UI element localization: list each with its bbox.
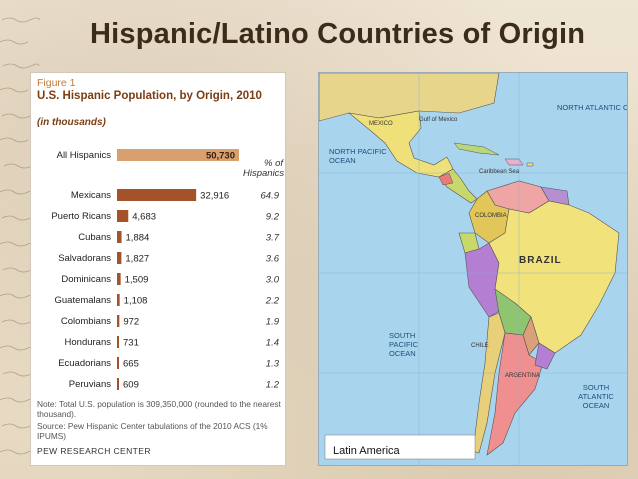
value-label: 731: [123, 338, 139, 349]
category-label: Cubans: [78, 232, 111, 243]
percent-label: 9.2: [266, 212, 280, 223]
figure-note: Note: Total U.S. population is 309,350,0…: [37, 399, 281, 419]
bar-chart: All Hispanics 50,730 Mexicans 32,916 64.9 Pue…: [51, 149, 280, 391]
value-label: 1,884: [126, 233, 150, 244]
figure-subtitle: (in thousands): [37, 117, 106, 128]
bar: [117, 149, 239, 161]
category-label: Hondurans: [65, 337, 112, 348]
value-label: 1,827: [125, 254, 149, 265]
value-label: 50,730: [206, 151, 235, 162]
south-pacific-label: SOUTH PACIFIC OCEAN: [389, 331, 419, 358]
mexico-land: [347, 110, 454, 178]
north-atlantic-label: NORTH ATLANTIC OCEAN: [557, 103, 627, 112]
value-label: 4,683: [132, 212, 156, 223]
category-label: Puerto Ricans: [51, 211, 111, 222]
bar: [117, 189, 197, 201]
value-label: 609: [123, 380, 139, 391]
percent-label: 2.2: [265, 296, 280, 307]
percent-label: 3.6: [266, 254, 280, 265]
guatemala-land: [438, 172, 454, 186]
map-shapes: [319, 73, 627, 465]
percent-label: 1.2: [266, 380, 280, 391]
bar: [117, 378, 119, 390]
value-label: 972: [123, 317, 139, 328]
graticule: [319, 73, 627, 465]
bar: [117, 252, 122, 264]
bar: [117, 210, 129, 222]
figure-source: Source: Pew Hispanic Center tabulations …: [37, 421, 268, 441]
percent-label: 3.0: [266, 275, 280, 286]
category-label: All Hispanics: [57, 150, 112, 161]
percent-label: 3.7: [266, 233, 280, 244]
south-atlantic-label: SOUTH ATLANTIC OCEAN: [578, 383, 614, 410]
value-label: 1,108: [124, 296, 148, 307]
argentina-label: ARGENTINA: [505, 373, 541, 379]
map-title: Latin America: [333, 445, 400, 457]
bar: [117, 315, 120, 327]
category-label: Peruvians: [69, 379, 111, 390]
figure-label: Figure 1: [37, 77, 76, 89]
colombia-label: COLOMBIA: [475, 213, 507, 219]
category-label: Salvadorans: [58, 253, 111, 264]
brazil-label: BRAZIL: [519, 255, 562, 266]
bar: [117, 294, 120, 306]
caribbean-label: Caribbean Sea: [479, 169, 520, 175]
argentina-land: [486, 332, 544, 456]
figure-title: U.S. Hispanic Population, by Origin, 201…: [37, 90, 262, 102]
percent-label: 64.9: [261, 191, 280, 202]
uruguay-land: [534, 342, 556, 370]
chile-label: CHILE: [471, 343, 489, 349]
percent-label: 1.3: [266, 359, 280, 370]
central-america-land: [438, 168, 478, 204]
category-label: Dominicans: [61, 274, 111, 285]
bar: [117, 336, 119, 348]
puerto-rico-land: [526, 162, 534, 167]
percent-label: 1.4: [266, 338, 279, 349]
category-label: Mexicans: [71, 190, 111, 201]
hispaniola-land: [504, 158, 524, 166]
percent-header: % of Hispanics: [243, 158, 285, 179]
figure-panel: Figure 1 U.S. Hispanic Population, by Or…: [30, 72, 286, 466]
value-label: 1,509: [125, 275, 149, 286]
slide-title: Hispanic/Latino Countries of Origin: [90, 18, 586, 50]
mexico-label: MEXICO: [369, 121, 393, 127]
pew-brand: PEW RESEARCH CENTER: [37, 446, 151, 456]
category-label: Ecuadorians: [58, 358, 111, 369]
value-label: 32,916: [200, 191, 229, 202]
category-label: Guatemalans: [54, 295, 111, 306]
bar: [117, 273, 121, 285]
latin-america-map: NORTH ATLANTIC OCEAN NORTH PACIFIC OCEAN…: [318, 72, 628, 466]
gulf-label: Gulf of Mexico: [419, 117, 458, 123]
value-label: 665: [123, 359, 139, 370]
chile-land: [472, 312, 506, 454]
cuba-land: [453, 142, 500, 156]
bar: [117, 231, 122, 243]
bar: [117, 357, 119, 369]
north-pacific-label: NORTH PACIFIC OCEAN: [329, 147, 387, 165]
percent-label: 1.9: [266, 317, 280, 328]
category-label: Colombians: [61, 316, 111, 327]
